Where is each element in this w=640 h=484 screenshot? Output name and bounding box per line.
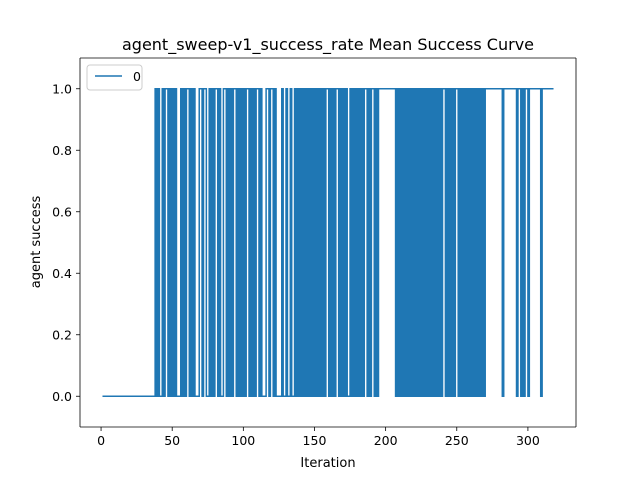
series-line-0 [102, 88, 554, 397]
chart-title: agent_sweep-v1_success_rate Mean Success… [122, 35, 534, 55]
x-tick-label: 150 [303, 433, 327, 448]
legend: 0 [86, 64, 143, 91]
x-tick-label: 50 [164, 433, 180, 448]
y-tick-label: 0.8 [52, 143, 72, 158]
plot-area [80, 58, 576, 427]
y-axis-label: agent success [29, 196, 44, 289]
x-tick-label: 100 [231, 433, 255, 448]
x-axis-label: Iteration [300, 456, 355, 471]
x-tick-label: 200 [374, 433, 398, 448]
x-tick-label: 250 [445, 433, 469, 448]
x-tick-label: 0 [97, 433, 105, 448]
x-tick-label: 300 [516, 433, 540, 448]
series-layer [102, 88, 554, 397]
y-tick-label: 0.4 [52, 266, 72, 281]
axes-frame [79, 57, 577, 428]
y-ticks: 0.0 0.2 0.4 0.6 0.8 1.0 [52, 81, 80, 404]
y-tick-label: 0.6 [52, 204, 72, 219]
y-tick-label: 0.0 [52, 389, 72, 404]
x-ticks: 0 50 100 150 200 250 300 [97, 427, 540, 448]
legend-box [86, 64, 143, 91]
y-tick-label: 0.2 [52, 327, 72, 342]
y-tick-label: 1.0 [52, 81, 72, 96]
legend-entry-0: 0 [133, 69, 141, 84]
